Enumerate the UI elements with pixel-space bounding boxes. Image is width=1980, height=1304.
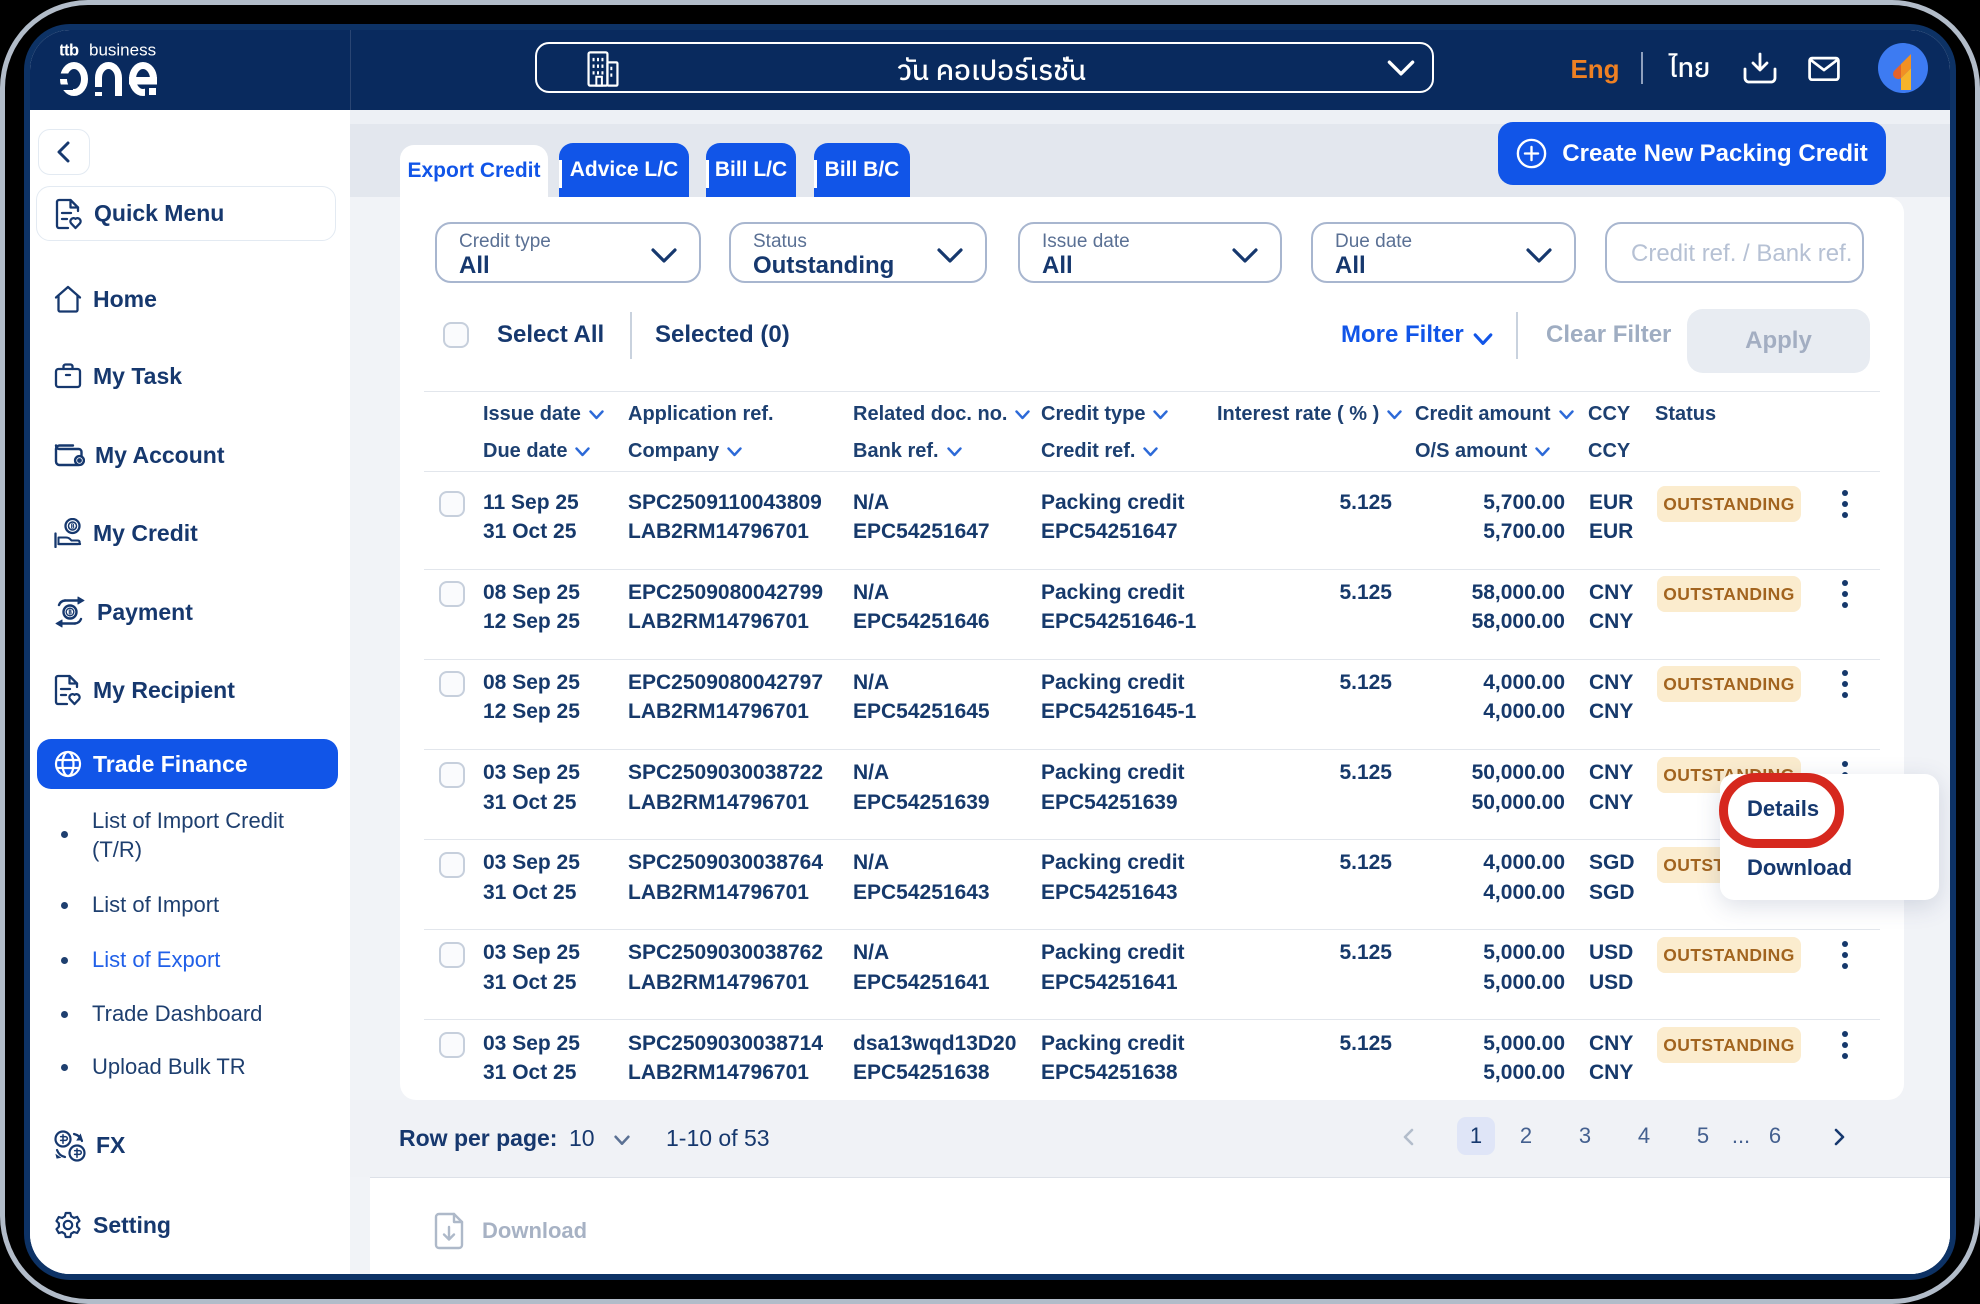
svg-text:ttb: ttb [60, 42, 79, 60]
svg-text:business: business [89, 42, 156, 60]
